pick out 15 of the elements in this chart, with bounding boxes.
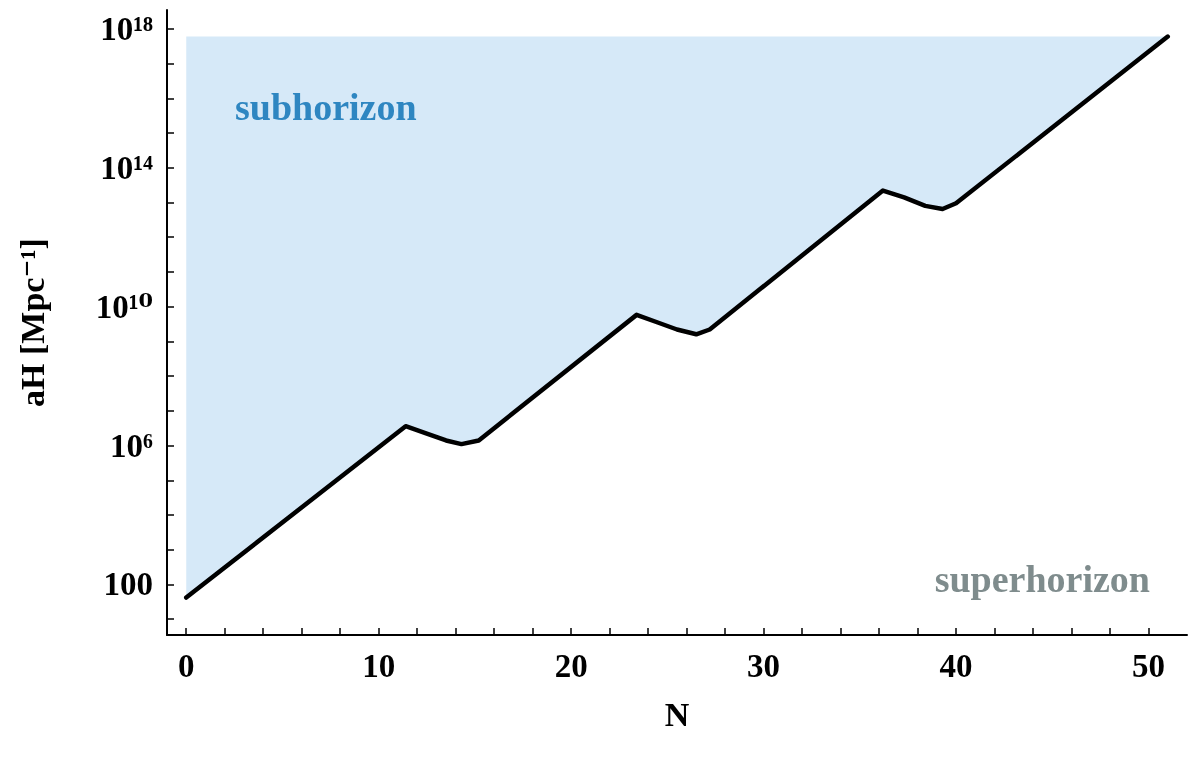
x-tick-label: 50	[1132, 647, 1166, 684]
x-tick-label: 30	[747, 647, 781, 684]
x-axis-title: N	[664, 695, 690, 733]
x-tick-label: 10	[362, 647, 396, 684]
y-tick-label: 100	[103, 566, 153, 603]
x-tick-label: 40	[939, 647, 973, 684]
y-axis-title: aH [Mpc⁻¹]	[13, 238, 51, 407]
x-tick-label: 0	[178, 647, 195, 684]
y-tick-label: 10¹⁴	[100, 149, 154, 186]
x-tick-label: 20	[554, 647, 588, 684]
annotation: superhorizon	[934, 558, 1151, 600]
annotation: subhorizon	[235, 86, 417, 128]
y-tick-label: 10¹⁰	[95, 288, 153, 325]
y-tick-label: 10⁶	[110, 427, 154, 464]
y-tick-label: 10¹⁸	[100, 10, 154, 47]
